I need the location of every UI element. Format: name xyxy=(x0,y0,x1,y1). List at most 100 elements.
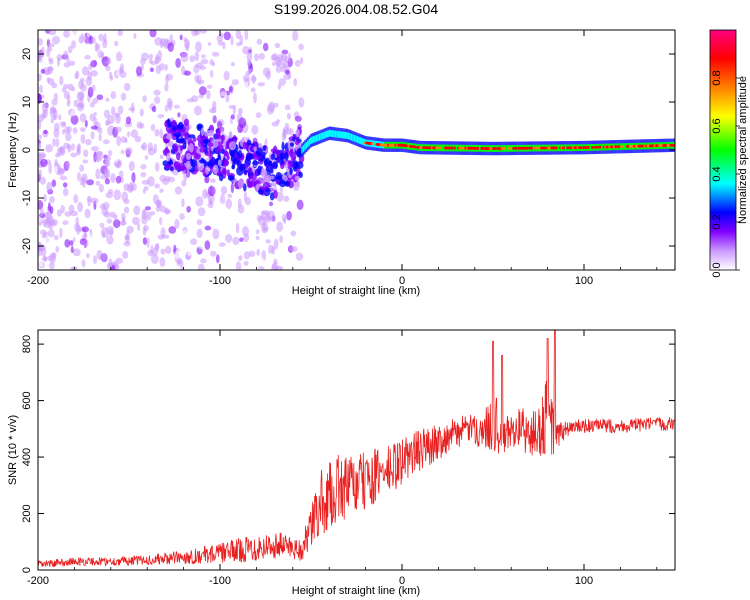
spectrogram-cell xyxy=(264,158,268,167)
spectrogram-band-core xyxy=(317,134,319,142)
spectrogram-cell xyxy=(117,105,124,115)
spectrogram-cell xyxy=(84,119,88,128)
spectrogram-band-core xyxy=(601,143,603,151)
spectrogram-cell xyxy=(284,104,291,111)
spectrogram-band-core xyxy=(331,130,334,137)
spectrogram-cell xyxy=(183,36,187,43)
spectrogram-cell xyxy=(219,193,226,205)
spectrogram-cell xyxy=(121,218,126,226)
spectrogram-cell xyxy=(147,142,153,152)
spectrogram-band-core xyxy=(441,144,443,152)
spectrogram-cell xyxy=(51,98,58,106)
spectrogram-cell xyxy=(63,91,70,100)
spectrogram-cell xyxy=(283,195,290,202)
spectrogram-cell xyxy=(197,179,202,190)
spectrogram-band-core xyxy=(301,146,303,154)
spectrogram-cell xyxy=(86,179,95,186)
spectrogram-band-core xyxy=(311,136,314,144)
spectrogram-cell xyxy=(176,259,184,267)
spectrogram-cell xyxy=(164,63,168,71)
spectrogram-x-tick-label: -100 xyxy=(209,275,231,287)
spectrogram-cell xyxy=(94,42,99,53)
snr-y-label: SNR (10 * v/v) xyxy=(7,415,19,485)
spectrogram-cell xyxy=(48,163,53,174)
spectrogram-cell xyxy=(163,138,170,144)
spectrogram-cell xyxy=(255,235,260,241)
spectrogram-cell xyxy=(83,149,89,158)
spectrogram-band-core xyxy=(352,134,354,142)
spectrogram-cell xyxy=(160,248,166,255)
spectrogram-cell xyxy=(106,218,113,224)
spectrogram-cell xyxy=(121,191,129,202)
spectrogram-cell xyxy=(200,54,206,59)
spectrogram-cell xyxy=(179,34,183,41)
spectrogram-cell xyxy=(212,164,219,175)
snr-x-label: Height of straight line (km) xyxy=(292,585,420,597)
spectrogram-cell xyxy=(210,250,217,257)
spectrogram-cell xyxy=(229,148,236,158)
spectrogram-cell xyxy=(76,91,85,102)
spectrogram-cell xyxy=(54,75,59,85)
spectrogram-cell xyxy=(187,251,191,257)
spectrogram-cell xyxy=(98,33,104,42)
spectrogram-cell xyxy=(140,171,147,178)
spectrogram-cell xyxy=(87,197,91,207)
spectrogram-cell xyxy=(271,263,279,270)
figure-title: S199.2026.004.08.52.G04 xyxy=(274,1,438,17)
spectrogram-cell xyxy=(156,199,162,208)
spectrogram-cell xyxy=(285,123,290,128)
spectrogram-cell xyxy=(237,178,244,189)
spectrogram-cell xyxy=(281,49,289,55)
spectrogram-cell xyxy=(149,30,157,38)
spectrogram-cell xyxy=(193,105,202,116)
spectrogram-cell xyxy=(55,246,60,253)
spectrogram-cell xyxy=(258,265,265,270)
spectrogram-cell xyxy=(215,134,222,140)
spectrogram-cell xyxy=(98,184,104,193)
spectrogram-cell xyxy=(161,178,170,185)
spectrogram-cell xyxy=(64,126,70,134)
spectrogram-cell xyxy=(65,132,72,142)
spectrogram-cell xyxy=(106,235,114,245)
spectrogram-cell xyxy=(153,96,161,104)
colorbar: 0.0 0.2 0.4 0.6 0.8 Normalized spectral ampl… xyxy=(709,29,749,278)
spectrogram-cell xyxy=(265,166,270,172)
spectrogram-cell xyxy=(59,227,63,239)
spectrogram-cell xyxy=(137,43,144,55)
spectrogram-band-core xyxy=(342,131,344,139)
spectrogram-cell xyxy=(123,82,131,92)
spectrogram-band-core xyxy=(353,134,356,142)
spectrogram-cell xyxy=(54,165,59,174)
spectrogram-cell xyxy=(70,152,78,158)
spectrogram-cell xyxy=(84,37,91,45)
spectrogram-cell xyxy=(40,68,46,74)
spectrogram-cell xyxy=(294,175,301,181)
spectrogram-cell xyxy=(117,30,123,37)
snr-x-tick-label: -200 xyxy=(27,575,49,587)
spectrogram-cell xyxy=(171,211,180,221)
spectrogram-cell xyxy=(43,129,48,135)
spectrogram-cell xyxy=(81,226,90,233)
spectrogram-cell xyxy=(181,198,185,208)
spectrogram-band-core xyxy=(360,137,363,145)
spectrogram-band-core xyxy=(340,131,343,139)
spectrogram-cell xyxy=(49,196,55,204)
spectrogram-band-core xyxy=(355,135,357,143)
spectrogram-cell xyxy=(197,263,205,270)
spectrogram-cell xyxy=(104,169,109,181)
spectrogram-cell xyxy=(80,133,86,144)
spectrogram-cell xyxy=(87,231,91,240)
spectrogram-cell xyxy=(274,42,281,49)
snr-series-line xyxy=(38,330,675,568)
spectrogram-cell xyxy=(166,118,171,126)
spectrogram-cell xyxy=(159,216,163,226)
spectrogram-cell xyxy=(164,104,169,112)
spectrogram-cell xyxy=(230,182,235,194)
spectrogram-cell xyxy=(43,193,47,203)
spectrogram-cell xyxy=(225,51,233,57)
spectrogram-cell xyxy=(98,133,102,142)
spectrogram-cell xyxy=(290,246,298,252)
spectrogram-cell xyxy=(261,167,265,173)
spectrogram-cell xyxy=(48,47,53,52)
spectrogram-cell xyxy=(212,115,217,124)
